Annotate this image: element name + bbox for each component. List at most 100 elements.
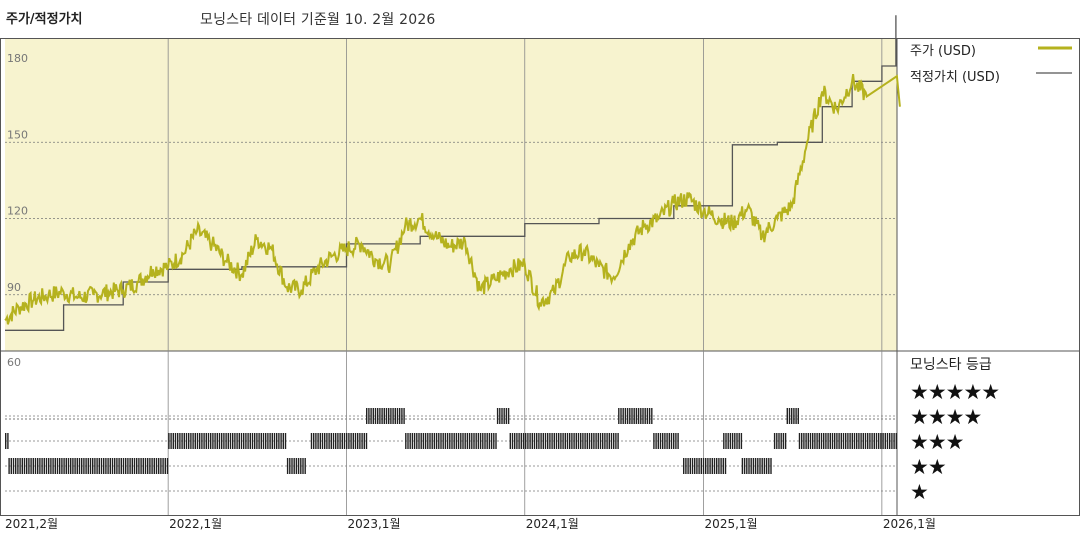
legend-price-label: 주가 (USD) — [910, 44, 976, 59]
rating-bar-stripe — [584, 433, 586, 449]
rating-bar-stripe — [873, 433, 875, 449]
rating-bar-stripe — [438, 433, 440, 449]
rating-bar-stripe — [847, 433, 849, 449]
rating-bar-stripe — [527, 433, 529, 449]
rating-bar-stripe — [390, 408, 392, 424]
y-tick-label: 180 — [7, 52, 28, 65]
rating-bar-stripe — [677, 433, 679, 449]
rating-bar-stripe — [763, 458, 766, 474]
rating-bar-stripe — [511, 433, 514, 449]
rating-bar-stripe — [460, 433, 462, 449]
rating-bar-stripe — [278, 433, 280, 449]
rating-bar-stripe — [505, 408, 508, 424]
rating-bar-stripe — [560, 433, 562, 449]
rating-bar-stripe — [85, 458, 87, 474]
rating-bar-stripe — [271, 433, 273, 449]
rating-bars — [5, 408, 897, 474]
rating-bar-stripe — [133, 458, 136, 474]
rating-bar-stripe — [803, 433, 805, 449]
rating-bar-stripe — [339, 433, 341, 449]
rating-bar-stripe — [177, 433, 179, 449]
rating-bar-stripe — [374, 408, 377, 424]
rating-bar-stripe — [216, 433, 218, 449]
rating-bar-stripe — [538, 433, 540, 449]
rating-bar-stripe — [446, 433, 449, 449]
fair-value-line — [5, 15, 897, 331]
rating-bar-stripe — [59, 458, 61, 474]
rating-2-stars: ★★ — [910, 455, 947, 479]
rating-bar-stripe — [366, 408, 368, 424]
rating-bar-stripe — [350, 433, 352, 449]
rating-bar-stripe — [392, 408, 394, 424]
rating-bar-stripe — [620, 408, 622, 424]
rating-bar-stripe — [83, 458, 85, 474]
rating-bar-stripe — [479, 433, 482, 449]
y-tick-label: 60 — [7, 356, 21, 369]
rating-bar-stripe — [657, 433, 659, 449]
rating-bar-stripe — [788, 408, 791, 424]
rating-bar-stripe — [418, 433, 420, 449]
rating-bar-stripe — [328, 433, 330, 449]
rating-bar-stripe — [144, 458, 147, 474]
plot-background — [5, 38, 897, 351]
rating-bar-stripe — [370, 408, 372, 424]
rating-bar-stripe — [190, 433, 192, 449]
rating-bar-stripe — [136, 458, 138, 474]
rating-legend-title: 모닝스타 등급 — [910, 357, 992, 373]
rating-bar-stripe — [884, 433, 886, 449]
rating-bar-stripe — [659, 433, 662, 449]
rating-bar-stripe — [786, 408, 788, 424]
rating-bar-stripe — [96, 458, 98, 474]
rating-bar-stripe — [280, 433, 282, 449]
rating-bar-stripe — [878, 433, 880, 449]
rating-bar-stripe — [493, 433, 495, 449]
rating-bar-stripe — [245, 433, 247, 449]
rating-bar-stripe — [394, 408, 396, 424]
rating-bar-stripe — [707, 458, 709, 474]
rating-bar-stripe — [683, 458, 685, 474]
rating-bar-stripe — [525, 433, 527, 449]
rating-bar-stripe — [70, 458, 72, 474]
rating-bar-stripe — [761, 458, 763, 474]
price-line — [4, 73, 901, 325]
rating-bar-stripe — [194, 433, 196, 449]
rating-bar-stripe — [685, 458, 687, 474]
rating-bar-stripe — [405, 433, 407, 449]
rating-bar-stripe — [39, 458, 41, 474]
rating-bar-stripe — [466, 433, 469, 449]
rating-bar-stripe — [752, 458, 755, 474]
rating-bar-stripe — [240, 433, 243, 449]
rating-bar-stripe — [801, 433, 803, 449]
rating-bar-stripe — [368, 408, 370, 424]
rating-bar-stripe — [734, 433, 736, 449]
rating-bar-stripe — [260, 433, 262, 449]
rating-bar-stripe — [797, 408, 799, 424]
rating-bar-stripe — [518, 433, 520, 449]
rating-bar-stripe — [880, 433, 882, 449]
rating-bar-stripe — [536, 433, 538, 449]
rating-bar-stripe — [52, 458, 54, 474]
rating-bar-stripe — [549, 433, 551, 449]
rating-bar-stripe — [889, 433, 891, 449]
rating-bar-stripe — [571, 433, 573, 449]
rating-bar-stripe — [516, 433, 518, 449]
rating-bar-stripe — [201, 433, 203, 449]
rating-bar-stripe — [444, 433, 447, 449]
rating-bar-stripe — [895, 433, 897, 449]
rating-bar-stripe — [858, 433, 860, 449]
rating-bar-stripe — [648, 408, 651, 424]
rating-bar-stripe — [617, 433, 619, 449]
rating-bar-stripe — [114, 458, 116, 474]
rating-bar-stripe — [269, 433, 271, 449]
rating-bar-stripe — [529, 433, 531, 449]
rating-bar-stripe — [249, 433, 251, 449]
rating-bar-stripe — [26, 458, 28, 474]
rating-bar-stripe — [551, 433, 553, 449]
rating-bar-stripe — [413, 433, 416, 449]
rating-bar-stripe — [759, 458, 761, 474]
rating-bar-stripe — [214, 433, 216, 449]
rating-bar-stripe — [223, 433, 225, 449]
rating-bar-stripe — [8, 458, 10, 474]
rating-bar-stripe — [893, 433, 895, 449]
rating-bar-stripe — [754, 458, 757, 474]
